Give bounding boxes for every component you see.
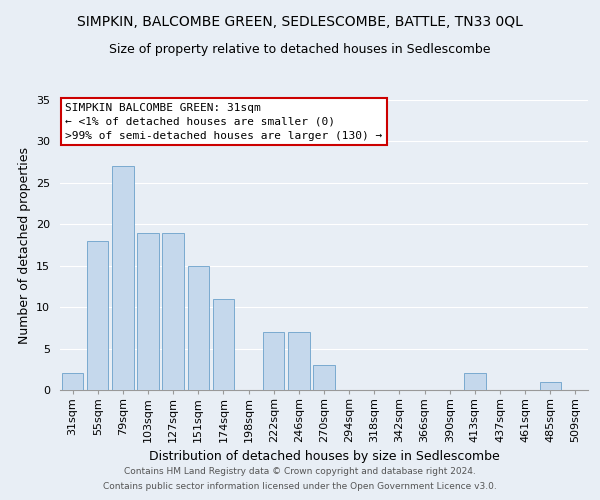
Text: SIMPKIN, BALCOMBE GREEN, SEDLESCOMBE, BATTLE, TN33 0QL: SIMPKIN, BALCOMBE GREEN, SEDLESCOMBE, BA… <box>77 15 523 29</box>
Y-axis label: Number of detached properties: Number of detached properties <box>17 146 31 344</box>
Text: Contains public sector information licensed under the Open Government Licence v3: Contains public sector information licen… <box>103 482 497 491</box>
Bar <box>87 241 109 390</box>
Bar <box>313 365 335 390</box>
Bar <box>263 332 284 390</box>
Bar <box>137 232 158 390</box>
Bar <box>213 299 234 390</box>
Bar <box>539 382 561 390</box>
Bar <box>163 232 184 390</box>
Text: SIMPKIN BALCOMBE GREEN: 31sqm
← <1% of detached houses are smaller (0)
>99% of s: SIMPKIN BALCOMBE GREEN: 31sqm ← <1% of d… <box>65 103 383 141</box>
Text: Size of property relative to detached houses in Sedlescombe: Size of property relative to detached ho… <box>109 42 491 56</box>
Bar <box>112 166 134 390</box>
Text: Contains HM Land Registry data © Crown copyright and database right 2024.: Contains HM Land Registry data © Crown c… <box>124 467 476 476</box>
Bar <box>464 374 485 390</box>
Bar <box>62 374 83 390</box>
Bar <box>288 332 310 390</box>
X-axis label: Distribution of detached houses by size in Sedlescombe: Distribution of detached houses by size … <box>149 450 499 464</box>
Bar <box>188 266 209 390</box>
